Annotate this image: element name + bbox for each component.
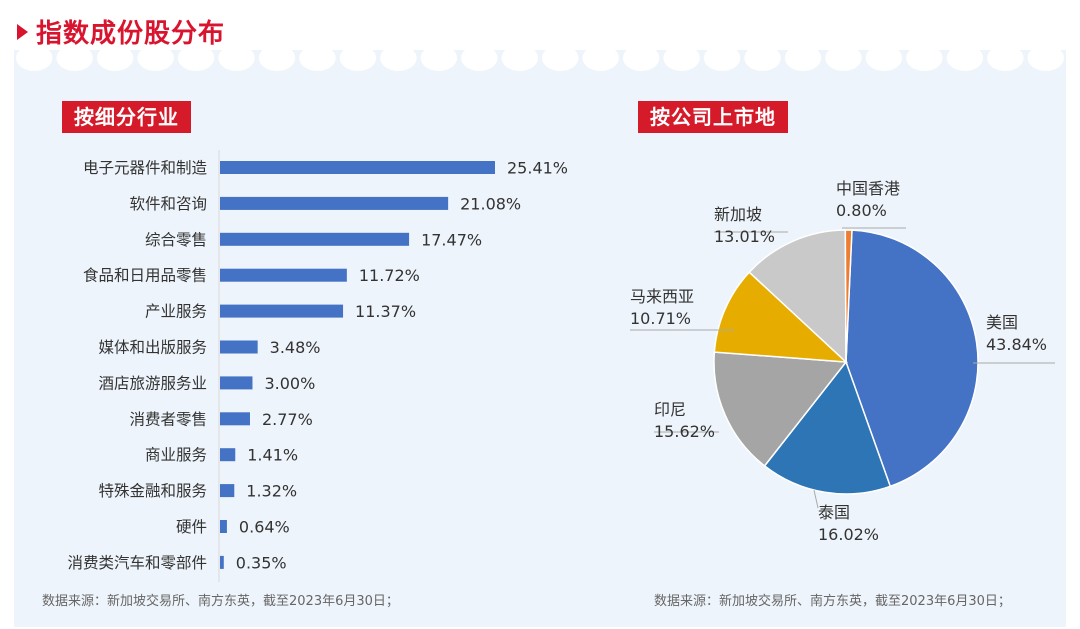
pie-slice xyxy=(713,271,849,363)
bar xyxy=(220,520,227,533)
bar xyxy=(220,376,253,390)
bar-value-label: 2.77% xyxy=(262,410,313,429)
section-header: 指数成份股分布 xyxy=(0,0,1080,58)
bar xyxy=(220,555,224,569)
bar xyxy=(220,304,344,318)
pie-slice-name: 马来西亚 xyxy=(630,287,694,306)
left-source-note: 数据来源：新加坡交易所、南方东英，截至2023年6月30日； xyxy=(42,594,399,609)
pie-slice-name: 印尼 xyxy=(654,400,686,419)
bar-value-label: 3.48% xyxy=(270,338,321,357)
pie-slice-name: 新加坡 xyxy=(714,205,762,224)
bar xyxy=(220,196,449,210)
scalloped-edge xyxy=(14,50,1066,80)
pie-slice-value: 10.71% xyxy=(630,309,691,328)
bar xyxy=(220,448,236,462)
bar-value-label: 11.72% xyxy=(359,266,420,285)
bar-value-label: 0.64% xyxy=(239,518,290,537)
pie-slice-name: 中国香港 xyxy=(836,179,900,198)
bar-category-label: 消费类汽车和零部件 xyxy=(67,554,207,572)
pie-slice-value: 16.02% xyxy=(818,525,879,544)
pie-slice-value: 13.01% xyxy=(714,227,775,246)
triangle-marker-icon xyxy=(17,24,28,40)
industry-section-tag: 按细分行业 xyxy=(62,101,191,133)
bar-value-label: 1.32% xyxy=(246,482,297,501)
bar xyxy=(220,232,410,246)
bar-value-label: 0.35% xyxy=(236,553,287,572)
bar-category-label: 产业服务 xyxy=(145,303,207,321)
bar-value-label: 11.37% xyxy=(355,302,416,321)
pie-leader-line xyxy=(813,489,819,509)
bar-category-label: 商业服务 xyxy=(145,446,207,464)
pie-slice-value: 43.84% xyxy=(986,335,1047,354)
bar xyxy=(220,268,347,282)
bar-value-label: 17.47% xyxy=(421,230,482,249)
bar-category-label: 消费者零售 xyxy=(129,410,207,428)
bar-category-label: 电子元器件和制造 xyxy=(83,159,208,177)
industry-bar-chart: 电子元器件和制造 25.41% 软件和咨询 21.08% 综合零售 17.47% 食品和日用… xyxy=(67,150,568,582)
pie-slice xyxy=(713,351,848,467)
pie-slice-name: 泰国 xyxy=(818,503,850,522)
section-title: 指数成份股分布 xyxy=(36,19,226,49)
pie-slice xyxy=(763,360,892,495)
bar-value-label: 1.41% xyxy=(247,446,298,465)
pie-slice xyxy=(845,229,979,488)
bar-value-label: 21.08% xyxy=(460,194,521,213)
bar xyxy=(220,412,250,426)
bar-category-label: 综合零售 xyxy=(145,231,207,249)
bar-value-label: 3.00% xyxy=(264,374,315,393)
bar xyxy=(220,161,495,174)
pie-slice-value: 0.80% xyxy=(836,201,887,220)
listing-location-section-tag: 按公司上市地 xyxy=(638,101,788,133)
bar xyxy=(220,340,258,354)
bar-category-label: 特殊金融和服务 xyxy=(98,482,207,500)
right-source-note: 数据来源：新加坡交易所、南方东英，截至2023年6月30日； xyxy=(654,594,1011,609)
pie-slice xyxy=(844,229,853,363)
pie-slice xyxy=(748,229,847,364)
bar xyxy=(220,484,235,498)
bar-category-label: 酒店旅游服务业 xyxy=(98,374,207,392)
bar-value-label: 25.41% xyxy=(507,159,568,178)
bar-category-label: 硬件 xyxy=(176,518,207,536)
listing-location-pie-chart: 美国 43.84% 泰国 16.02% 印尼 15.62% 马来西亚 10.71% 新加坡 13.… xyxy=(630,179,1055,544)
pie-slice-value: 15.62% xyxy=(654,422,715,441)
bar-category-label: 软件和咨询 xyxy=(129,195,207,213)
bar-category-label: 食品和日用品零售 xyxy=(83,267,207,285)
pie-slice-name: 美国 xyxy=(986,313,1018,332)
bar-category-label: 媒体和出版服务 xyxy=(98,339,207,357)
